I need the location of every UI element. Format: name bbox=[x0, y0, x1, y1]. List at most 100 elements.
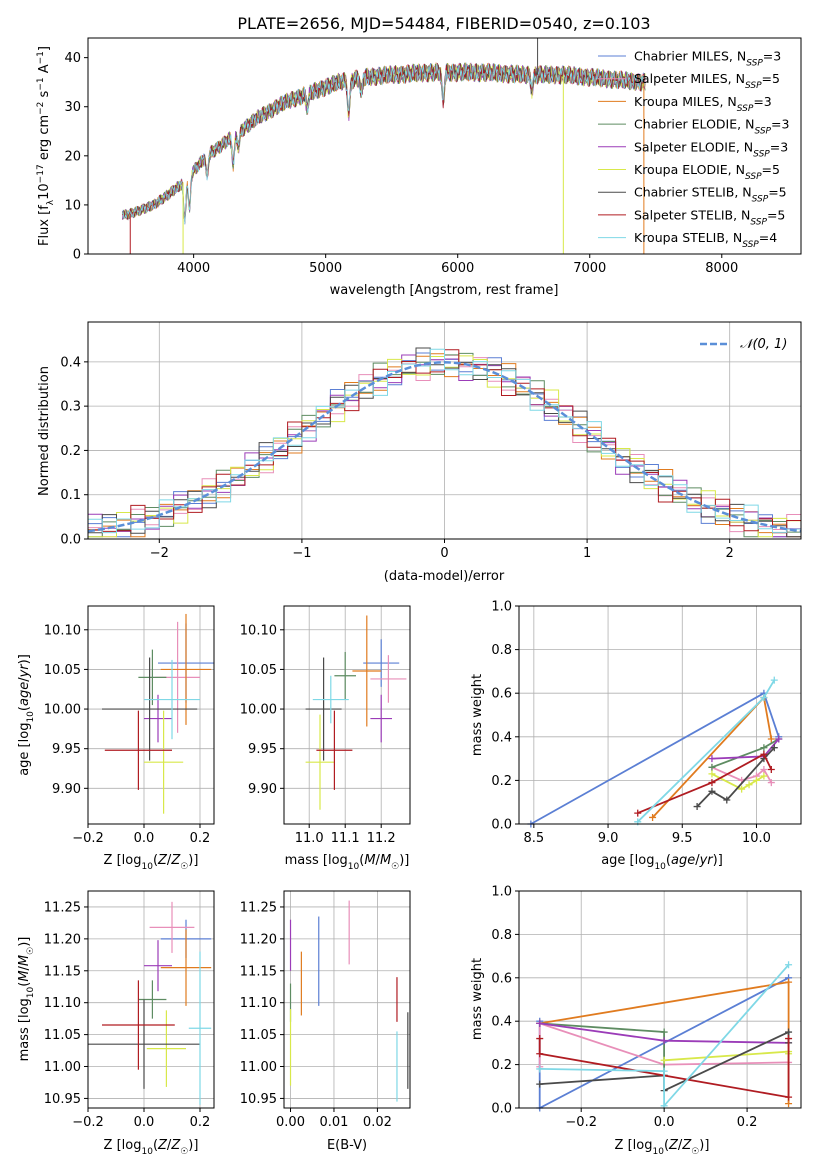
y-tick-label: 10.95 bbox=[240, 1092, 277, 1107]
y-tick-label: 0.1 bbox=[60, 488, 81, 503]
mass-weight-vs-Z-panel: −0.2 0.0 0.2 0.0 0.2 0.4 0.6 0.8 1.0 Z [log10(Z/… bbox=[470, 885, 802, 1157]
x-tick-label: 0 bbox=[440, 546, 448, 561]
mass-weight-marker bbox=[708, 755, 716, 763]
mass-weight-vs-age-plot-area bbox=[527, 676, 783, 828]
y-tick-label: 0.2 bbox=[60, 444, 81, 459]
histogram-plot-area bbox=[88, 347, 801, 539]
spectrum-panel: 4000 5000 6000 7000 8000 0 10 20 30 40 wavelength… bbox=[36, 37, 802, 298]
y-tick-label: 0.0 bbox=[491, 1102, 512, 1117]
age-vs-Z-panel: −0.2 0.0 0.2 9.90 9.95 10.00 10.05 10.10 Z [log… bbox=[17, 605, 215, 872]
spectrum-line-salpeter-miles-n-ssp- bbox=[122, 62, 646, 223]
x-tick-label: 0.2 bbox=[190, 1115, 211, 1130]
mass-weight-marker bbox=[760, 694, 768, 702]
y-tick-label: 11.15 bbox=[44, 964, 81, 979]
legend-label: Chabrier STELIB, NSSP=5 bbox=[634, 185, 787, 205]
y-tick-label: 10.00 bbox=[44, 703, 81, 718]
mass-weight-marker bbox=[760, 750, 768, 758]
mass-weight-vs-Z-ticks: −0.2 0.0 0.2 0.0 0.2 0.4 0.6 0.8 1.0 bbox=[491, 885, 757, 1131]
x-tick-label: −0.2 bbox=[72, 1115, 104, 1130]
mass-weight-marker bbox=[785, 978, 793, 986]
age-vs-mass-ticks: 11.0 11.1 11.2 9.90 9.95 10.00 10.05 10.10 bbox=[240, 623, 396, 846]
age-vs-mass-xlabel: mass [log10(M/M☉)] bbox=[285, 853, 410, 872]
y-tick-label: 11.05 bbox=[44, 1028, 81, 1043]
spectrum-line-kroupa-miles-n-ssp- bbox=[121, 62, 646, 220]
spectrum-line-chabrier-miles-n-ssp- bbox=[121, 62, 646, 225]
x-tick-label: 0.0 bbox=[134, 1115, 155, 1130]
mass-weight-marker bbox=[770, 744, 778, 752]
mass-weight-marker bbox=[752, 776, 760, 784]
histogram-legend: 𝒩(0, 1) bbox=[700, 337, 787, 352]
x-tick-label: 0.0 bbox=[134, 831, 155, 846]
y-tick-label: 0.2 bbox=[491, 1058, 512, 1073]
mass-vs-Z-plot-area bbox=[88, 901, 212, 1105]
mass-weight-marker bbox=[536, 1065, 544, 1073]
mass-weight-marker bbox=[767, 766, 775, 773]
mass-weight-marker bbox=[738, 785, 746, 793]
x-tick-label: 2 bbox=[726, 546, 734, 561]
mass-weight-vs-Z-xlabel: Z [log10(Z/Z☉)] bbox=[615, 1138, 710, 1157]
y-tick-label: 11.00 bbox=[240, 1060, 277, 1075]
histogram-ylabel: Normed distribution bbox=[37, 366, 52, 496]
mass-weight-vs-age-xlabel: age [log10(age/yr)] bbox=[601, 853, 723, 872]
histogram-xlabel: (data-model)/error bbox=[384, 569, 505, 584]
y-tick-label: 9.90 bbox=[248, 782, 277, 797]
mass-weight-marker bbox=[660, 1028, 668, 1036]
mass-weight-marker bbox=[660, 1037, 668, 1045]
mass-vs-Z-ylabel: mass [log10(M/M☉)] bbox=[17, 937, 36, 1062]
legend-label: Salpeter MILES, NSSP=5 bbox=[634, 71, 780, 91]
x-tick-label: 9.0 bbox=[598, 831, 619, 846]
age-vs-Z-plot-area bbox=[102, 613, 214, 814]
y-tick-label: 11.05 bbox=[240, 1028, 277, 1043]
x-tick-label: 9.5 bbox=[672, 831, 693, 846]
mass-weight-marker bbox=[536, 1080, 544, 1088]
age-vs-Z-grid bbox=[87, 606, 214, 824]
mass-weight-marker bbox=[770, 676, 778, 684]
y-tick-label: 10.95 bbox=[44, 1092, 81, 1107]
y-tick-label: 0.4 bbox=[491, 730, 512, 745]
spectrum-axes-frame bbox=[87, 37, 802, 255]
mass-weight-marker bbox=[760, 744, 768, 752]
x-tick-label: 4000 bbox=[177, 261, 210, 276]
legend-label: Chabrier ELODIE, NSSP=3 bbox=[634, 117, 789, 137]
legend-label: Chabrier MILES, NSSP=3 bbox=[634, 49, 781, 69]
mass-weight-marker bbox=[745, 781, 753, 789]
x-tick-label: 6000 bbox=[441, 261, 474, 276]
age-vs-Z-ticks: −0.2 0.0 0.2 9.90 9.95 10.00 10.05 10.10 bbox=[44, 623, 211, 846]
legend-label: Salpeter ELODIE, NSSP=3 bbox=[634, 139, 788, 159]
y-tick-label: 0.6 bbox=[491, 971, 512, 986]
y-tick-label: 10.05 bbox=[240, 663, 277, 678]
mass-vs-Z-panel: −0.2 0.0 0.2 10.95 11.00 11.05 11.10 11.15 11.20… bbox=[17, 890, 215, 1157]
mass-vs-EBV-ticks: 0.00 0.01 0.02 10.95 11.00 11.05 11.10 11.15 11.… bbox=[240, 900, 392, 1130]
mass-weight-marker bbox=[708, 763, 716, 771]
y-tick-label: 0.4 bbox=[60, 355, 81, 370]
mass-weight-marker bbox=[536, 1050, 544, 1058]
y-tick-label: 11.10 bbox=[240, 996, 277, 1011]
y-tick-label: 10 bbox=[64, 198, 81, 213]
y-tick-label: 9.90 bbox=[52, 782, 81, 797]
mass-weight-marker bbox=[785, 1093, 793, 1101]
normal-curve-legend-label: 𝒩(0, 1) bbox=[740, 337, 787, 352]
x-tick-label: 11.0 bbox=[295, 831, 324, 846]
age-vs-mass-grid bbox=[284, 606, 410, 824]
y-tick-label: 0.4 bbox=[491, 1015, 512, 1030]
mass-weight-vs-age-grid bbox=[519, 605, 801, 825]
y-tick-label: 10.05 bbox=[44, 663, 81, 678]
mass-weight-marker bbox=[723, 796, 731, 804]
mass-weight-marker bbox=[785, 1100, 793, 1108]
y-tick-label: 0 bbox=[73, 248, 81, 263]
x-tick-label: 8.5 bbox=[523, 831, 544, 846]
y-tick-label: 0.3 bbox=[60, 400, 81, 415]
age-vs-mass-panel: 11.0 11.1 11.2 9.90 9.95 10.00 10.05 10.10 mass… bbox=[240, 605, 411, 872]
mass-weight-marker bbox=[634, 809, 642, 817]
y-tick-label: 0.2 bbox=[491, 774, 512, 789]
age-vs-Z-xlabel: Z [log10(Z/Z☉)] bbox=[104, 853, 199, 872]
y-tick-label: 0.8 bbox=[491, 928, 512, 943]
histogram-steps-kroupa-stelib-n-ssp- bbox=[88, 348, 801, 539]
mass-weight-marker bbox=[785, 1035, 793, 1043]
spectrum-line-chabrier-stelib-n-ssp- bbox=[121, 63, 646, 221]
x-tick-label: −0.2 bbox=[565, 1115, 597, 1130]
age-vs-Z-axes-frame bbox=[87, 605, 215, 825]
spectrum-ylabel: Flux [fλ10−17 erg cm−2 s−1 A−1] bbox=[36, 46, 56, 246]
mass-weight-vs-age-panel: 8.5 9.0 9.5 10.0 0.0 0.2 0.4 0.6 0.8 1.0 age [log… bbox=[470, 600, 802, 872]
